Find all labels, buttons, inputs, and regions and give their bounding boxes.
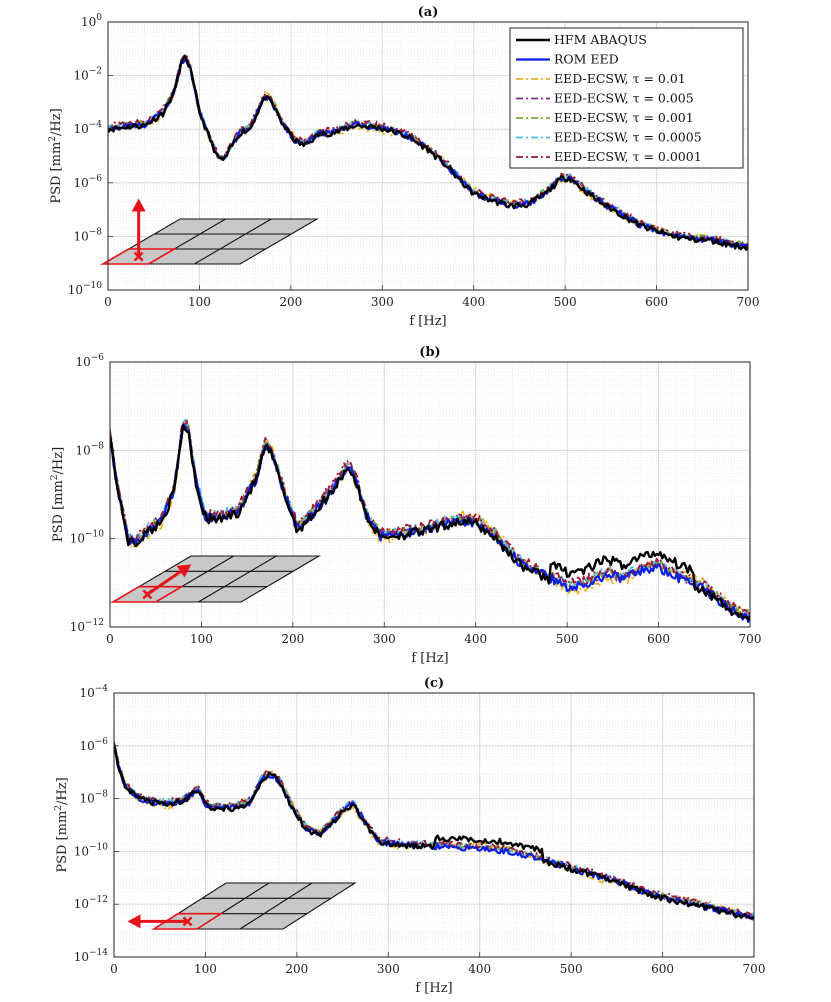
x-tick-label: 700 bbox=[743, 962, 766, 976]
x-tick-label: 700 bbox=[739, 632, 762, 646]
x-tick-label: 100 bbox=[194, 962, 217, 976]
y-axis-label: PSD [mm2/Hz] bbox=[50, 447, 66, 542]
x-tick-label: 600 bbox=[647, 632, 670, 646]
plate-grid-line bbox=[239, 882, 313, 930]
x-tick-label: 300 bbox=[371, 295, 394, 309]
x-tick-label: 200 bbox=[285, 962, 308, 976]
x-tick-label: 200 bbox=[279, 295, 302, 309]
highlighted-element bbox=[100, 248, 178, 265]
x-axis-label: f [Hz] bbox=[415, 981, 452, 996]
chart-panel-b: (b) 0 100 200 300 400 500 600 700 10−12 10−10 10−8 1… bbox=[50, 345, 761, 666]
legend-entry: EED-ECSW, τ = 0.005 bbox=[554, 91, 694, 106]
series-line bbox=[110, 419, 750, 616]
y-tick-label: 100 bbox=[81, 13, 102, 29]
legend-entry: EED-ECSW, τ = 0.001 bbox=[554, 110, 694, 125]
series-group bbox=[108, 54, 748, 251]
x-tick-label: 0 bbox=[110, 962, 118, 976]
x-tick-label: 0 bbox=[106, 632, 114, 646]
y-tick-label: 10−12 bbox=[70, 618, 104, 634]
x-tick-label: 500 bbox=[554, 295, 577, 309]
y-tick-label: 10−14 bbox=[74, 948, 109, 964]
series-line bbox=[108, 54, 748, 248]
y-axis-label: PSD [mm2/Hz] bbox=[54, 777, 70, 872]
series-line bbox=[108, 54, 748, 251]
series-line bbox=[114, 741, 754, 917]
legend-box bbox=[509, 27, 744, 169]
series-line bbox=[114, 744, 754, 920]
x-axis-label: f [Hz] bbox=[411, 651, 448, 666]
x-tick-label: 400 bbox=[468, 962, 491, 976]
y-tick-label: 10−6 bbox=[73, 174, 102, 190]
highlighted-element bbox=[110, 585, 185, 603]
force-arrow-icon bbox=[127, 914, 141, 929]
x-tick-label: 600 bbox=[645, 295, 668, 309]
legend-entry: EED-ECSW, τ = 0.0001 bbox=[554, 149, 702, 164]
plate-grid-line bbox=[198, 555, 277, 603]
y-tick-label: 10−2 bbox=[73, 67, 102, 83]
x-tick-label: 500 bbox=[556, 632, 579, 646]
y-tick-label: 10−4 bbox=[79, 684, 108, 700]
plate-inset bbox=[127, 882, 357, 930]
series-line bbox=[110, 424, 750, 621]
plate-shape bbox=[110, 555, 322, 603]
force-arrow-icon bbox=[176, 564, 192, 578]
x-tick-label: 500 bbox=[560, 962, 583, 976]
y-tick-label: 10−10 bbox=[70, 530, 105, 546]
y-tick-label: 10−12 bbox=[74, 895, 108, 911]
x-tick-label: 200 bbox=[281, 632, 304, 646]
y-tick-label: 10−10 bbox=[68, 281, 103, 297]
axes-frame bbox=[107, 21, 749, 291]
panel-title: (b) bbox=[419, 345, 440, 360]
plate-inset bbox=[100, 198, 320, 265]
x-tick-label: 700 bbox=[737, 295, 760, 309]
plate-inset bbox=[110, 555, 322, 603]
legend-entry: EED-ECSW, τ = 0.0005 bbox=[554, 130, 702, 145]
y-tick-label: 10−8 bbox=[79, 790, 108, 806]
legend-entry: ROM EED bbox=[554, 52, 619, 67]
axes-frame bbox=[113, 692, 755, 958]
force-arrow-shaft bbox=[146, 570, 182, 596]
y-tick-label: 10−6 bbox=[75, 353, 104, 369]
y-axis-label: PSD [mm2/Hz] bbox=[48, 108, 64, 203]
legend-entry: EED-ECSW, τ = 0.01 bbox=[554, 71, 686, 86]
series-group bbox=[114, 741, 754, 921]
x-tick-label: 100 bbox=[190, 632, 213, 646]
y-tick-label: 10−8 bbox=[73, 227, 102, 243]
highlighted-element bbox=[151, 912, 224, 930]
y-tick-label: 10−8 bbox=[75, 441, 104, 457]
y-tick-label: 10−4 bbox=[73, 120, 102, 136]
series-group bbox=[110, 418, 750, 623]
x-tick-label: 400 bbox=[464, 632, 487, 646]
legend: HFM ABAQUS ROM EED EED-ECSW, τ = 0.01 EED-E… bbox=[509, 27, 744, 169]
axes-frame bbox=[109, 361, 751, 628]
x-tick-label: 300 bbox=[373, 632, 396, 646]
plate-shape bbox=[100, 218, 320, 265]
panel-title: (c) bbox=[424, 676, 444, 691]
x-axis-label: f [Hz] bbox=[409, 314, 446, 329]
x-tick-label: 100 bbox=[188, 295, 211, 309]
y-tick-label: 10−10 bbox=[74, 842, 109, 858]
chart-panel-a: (a) 0 100 200 300 400 500 600 700 10−10 10−8 10−6 10… bbox=[48, 5, 759, 329]
y-tick-label: 10−6 bbox=[79, 737, 108, 753]
x-tick-label: 600 bbox=[651, 962, 674, 976]
legend-entry: HFM ABAQUS bbox=[554, 32, 647, 47]
plate-grid-line bbox=[194, 218, 272, 265]
force-arrow-icon bbox=[131, 198, 146, 212]
chart-panel-c: (c) 0 100 200 300 400 500 600 700 10−14 10−12 10−10… bbox=[54, 676, 765, 996]
x-tick-label: 300 bbox=[377, 962, 400, 976]
panel-title: (a) bbox=[418, 5, 439, 20]
x-tick-label: 400 bbox=[462, 295, 485, 309]
x-tick-label: 0 bbox=[104, 295, 112, 309]
